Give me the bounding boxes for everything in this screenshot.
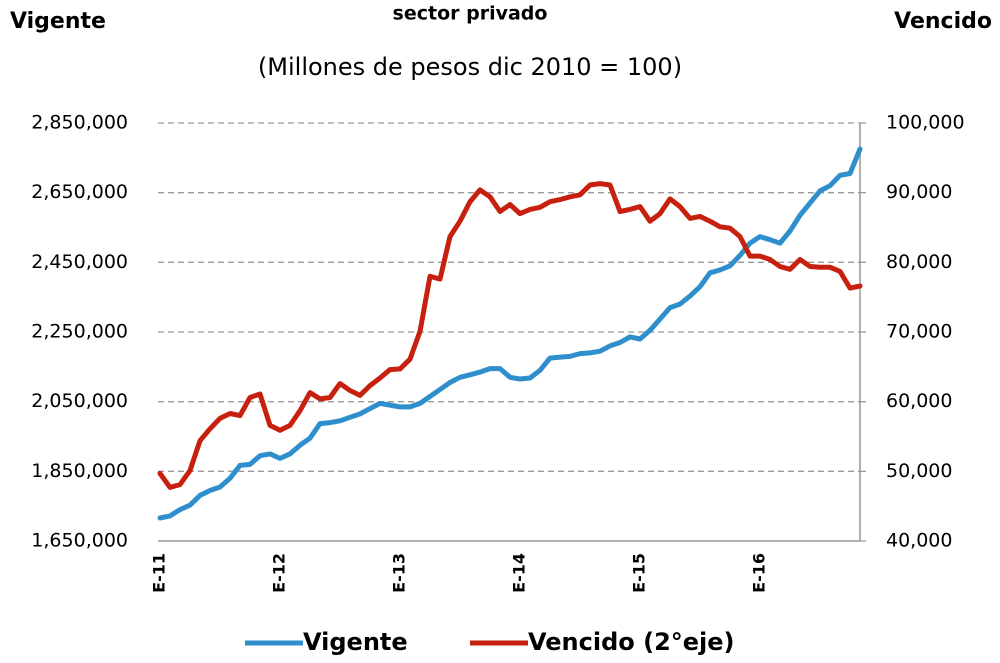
y-tick-label: 2,250,000 <box>31 321 128 343</box>
y-axis-label: Vigente <box>10 9 106 34</box>
y2-tick-label: 100,000 <box>886 112 965 134</box>
legend-label: Vigente <box>303 628 408 656</box>
y2-tick-label: 50,000 <box>886 460 952 482</box>
chart-title: sector privado <box>393 3 548 25</box>
y-tick-label: 2,650,000 <box>31 181 128 203</box>
y2-axis-label: Vencido <box>894 9 992 34</box>
series-line <box>157 146 863 521</box>
x-tick-label: E-11 <box>150 553 169 593</box>
legend-label: Vencido (2°eje) <box>528 628 735 656</box>
x-tick-label: E-15 <box>630 553 649 593</box>
y2-tick-label: 80,000 <box>886 251 952 273</box>
y-tick-label: 2,450,000 <box>31 251 128 273</box>
y2-tick-label: 70,000 <box>886 321 952 343</box>
y-tick-label: 1,850,000 <box>31 460 128 482</box>
chart-subtitle: (Millones de pesos dic 2010 = 100) <box>258 53 682 81</box>
y-tick-label: 2,050,000 <box>31 390 128 412</box>
x-tick-label: E-13 <box>390 553 409 593</box>
x-tick-label: E-12 <box>270 553 289 593</box>
y2-tick-label: 40,000 <box>886 530 952 552</box>
y-tick-label: 1,650,000 <box>31 530 128 552</box>
y2-tick-label: 90,000 <box>886 181 952 203</box>
x-tick-label: E-16 <box>750 553 769 593</box>
y-tick-label: 2,850,000 <box>31 112 128 134</box>
series-line <box>157 181 863 490</box>
y2-tick-label: 60,000 <box>886 390 952 412</box>
x-tick-label: E-14 <box>510 553 529 593</box>
